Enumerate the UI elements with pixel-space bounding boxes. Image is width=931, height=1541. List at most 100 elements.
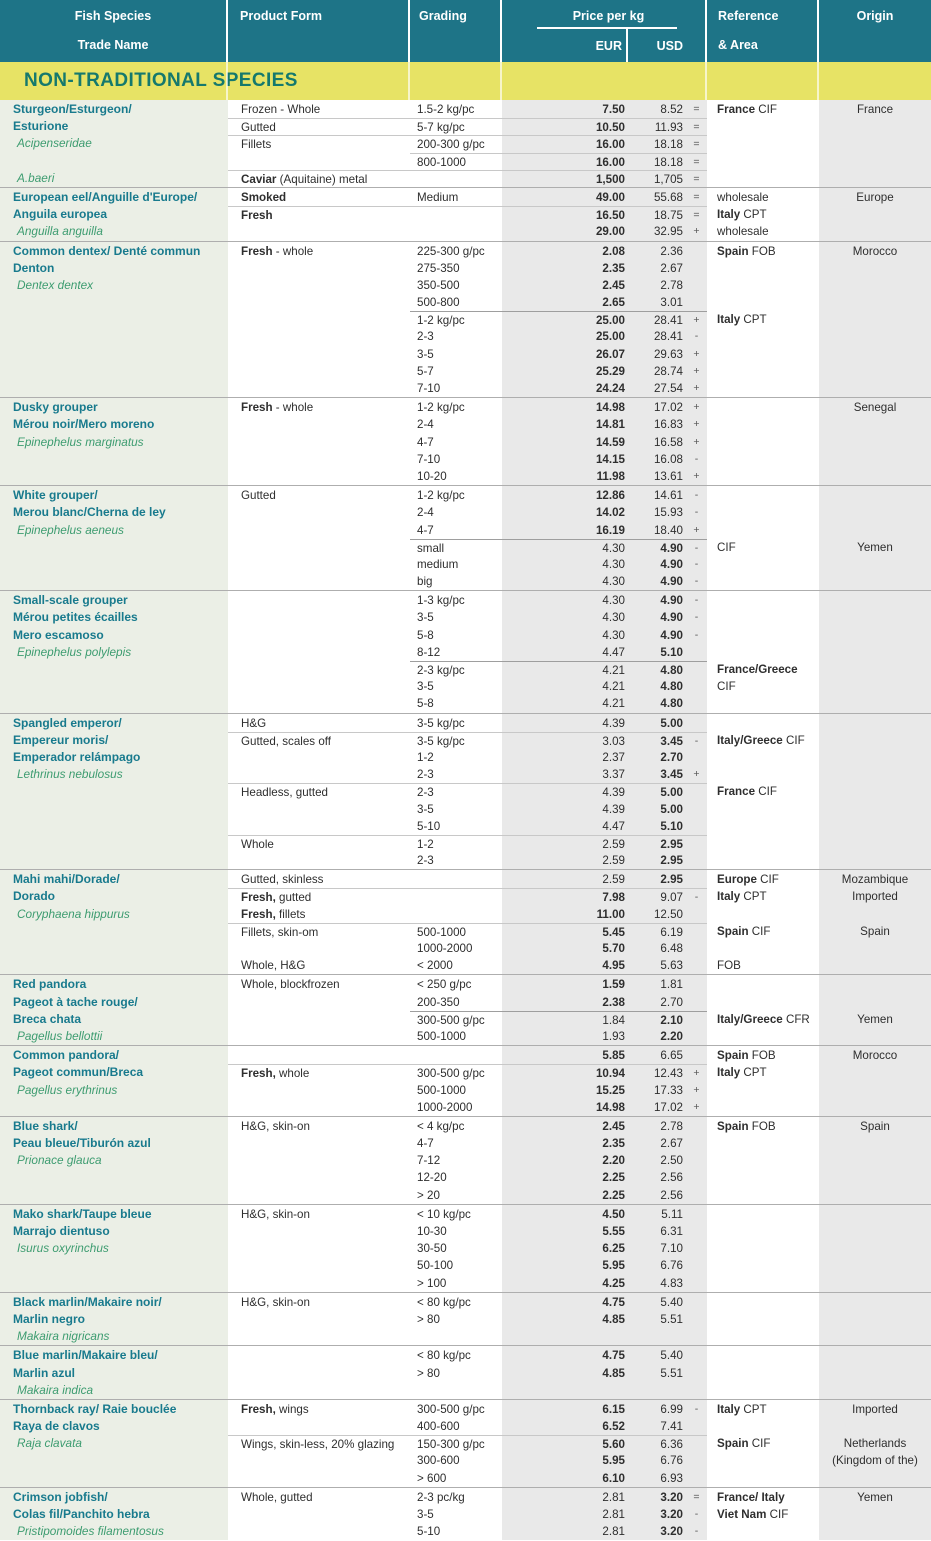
price-row: 2-4 14.81 16.83 + bbox=[228, 416, 931, 433]
reference-area-cell bbox=[707, 1099, 819, 1116]
origin-cell bbox=[819, 1365, 931, 1382]
price-eur-cell: 25.00 bbox=[595, 330, 625, 344]
product-form-cell bbox=[228, 380, 410, 397]
header-price-per-kg-label: Price per kg bbox=[572, 9, 645, 23]
reference-area-cell: CIF bbox=[717, 680, 736, 694]
price-eur-cell: 14.98 bbox=[595, 401, 625, 415]
price-usd-cell: 5.63 bbox=[660, 959, 683, 973]
price-row: Whole, H&G < 2000 4.95 5.63 FOB bbox=[228, 957, 931, 974]
product-form-cell bbox=[228, 434, 410, 451]
header-price-column: Price per kg EUR USD bbox=[502, 0, 707, 62]
origin-cell bbox=[819, 504, 931, 521]
grading-cell: < 2000 bbox=[417, 959, 453, 973]
reference-area-cell: Spain FOB bbox=[717, 1119, 776, 1133]
price-eur-cell: 5.95 bbox=[602, 1454, 625, 1468]
price-trend-indicator bbox=[686, 678, 707, 695]
scientific-name-line: Epinephelus polylepis bbox=[17, 644, 132, 659]
price-trend-indicator bbox=[686, 1152, 707, 1169]
origin-cell bbox=[819, 573, 931, 590]
reference-area-cell bbox=[707, 1169, 819, 1186]
price-trend-indicator: + bbox=[693, 225, 700, 238]
price-usd-cell: 7.10 bbox=[660, 1242, 683, 1256]
price-usd-cell: 16.08 bbox=[653, 452, 683, 466]
price-eur-cell: 25.29 bbox=[595, 364, 625, 378]
price-usd-cell: 4.90 bbox=[660, 557, 683, 571]
price-row: 275-350 2.35 2.67 bbox=[228, 260, 931, 277]
price-eur-cell: 14.02 bbox=[595, 506, 625, 520]
price-row: 350-500 2.45 2.78 bbox=[228, 277, 931, 294]
reference-area-cell bbox=[707, 170, 819, 187]
price-trend-indicator: - bbox=[694, 557, 699, 570]
price-row: 3-5 4.30 4.90- bbox=[228, 609, 931, 626]
grading-cell: 2-3 bbox=[417, 768, 434, 782]
price-trend-indicator bbox=[686, 994, 707, 1011]
species-section: European eel/Anguille d'Europe/Anguila e… bbox=[0, 186, 931, 241]
price-eur-cell: 2.38 bbox=[602, 995, 625, 1009]
price-trend-indicator bbox=[686, 644, 707, 661]
origin-cell bbox=[819, 1347, 931, 1364]
price-row: 1-2 kg/pc 25.00 28.41 + Italy CPT bbox=[228, 311, 931, 328]
reference-area-cell bbox=[707, 749, 819, 766]
trade-name-line: Spangled emperor/ bbox=[13, 715, 122, 730]
grading-cell: 1-2 kg/pc bbox=[417, 401, 465, 415]
price-trend-indicator: + bbox=[693, 1083, 700, 1096]
scientific-name-line: Pristipomoides filamentosus bbox=[17, 1524, 164, 1539]
origin-cell bbox=[819, 801, 931, 818]
price-eur-cell: 14.59 bbox=[595, 435, 625, 449]
header-fish-species-label: Fish Species bbox=[74, 9, 152, 23]
price-trend-indicator bbox=[686, 1275, 707, 1292]
price-usd-cell: 4.80 bbox=[660, 697, 683, 711]
product-form-cell: Fresh, gutted bbox=[228, 888, 410, 905]
price-trend-indicator bbox=[686, 1187, 707, 1204]
trade-name-line: Anguila europea bbox=[13, 207, 108, 222]
price-usd-cell: 28.41 bbox=[653, 330, 683, 344]
product-form-cell bbox=[228, 573, 410, 590]
reference-area-cell bbox=[707, 135, 819, 152]
price-trend-indicator: + bbox=[693, 469, 700, 482]
origin-cell bbox=[819, 346, 931, 363]
reference-area-cell: France CIF bbox=[717, 785, 777, 799]
origin-cell bbox=[819, 363, 931, 380]
product-form-cell: Smoked bbox=[241, 190, 287, 204]
reference-area-cell: France CIF bbox=[717, 103, 777, 116]
trade-name-line: Mérou noir/Mero moreno bbox=[13, 417, 155, 432]
price-row: Fresh, fillets 11.00 12.50 bbox=[228, 906, 931, 923]
price-row: Gutted 5-7 kg/pc 10.50 11.93 = bbox=[228, 118, 931, 135]
price-trend-indicator: + bbox=[693, 401, 700, 414]
band-column-divider bbox=[500, 62, 502, 100]
grading-cell: big bbox=[417, 575, 433, 589]
price-row: Whole, blockfrozen < 250 g/pc 1.59 1.81 bbox=[228, 976, 931, 993]
price-trend-indicator bbox=[686, 818, 707, 835]
origin-cell bbox=[819, 1311, 931, 1328]
origin-cell: France bbox=[856, 103, 894, 116]
origin-cell bbox=[819, 852, 931, 869]
reference-area-cell bbox=[707, 487, 819, 504]
grading-cell: 1-2 bbox=[417, 750, 434, 764]
price-usd-cell: 6.36 bbox=[628, 1435, 686, 1452]
price-row: 50-100 5.95 6.76 bbox=[228, 1257, 931, 1274]
grading-cell: 2-3 bbox=[417, 854, 434, 868]
grading-cell: 300-500 g/pc bbox=[410, 1064, 502, 1081]
price-trend-indicator: = bbox=[693, 1490, 700, 1503]
reference-area-cell bbox=[707, 906, 819, 923]
product-form-cell bbox=[228, 818, 410, 835]
trade-name-line: Esturione bbox=[13, 119, 69, 134]
price-trend-indicator bbox=[686, 976, 707, 993]
grading-cell: 7-12 bbox=[417, 1154, 441, 1168]
price-eur-cell: 10.50 bbox=[502, 118, 628, 135]
price-trend-indicator: - bbox=[694, 594, 699, 607]
reference-area-cell bbox=[707, 468, 819, 485]
origin-cell bbox=[819, 644, 931, 661]
grading-cell: 3-5 kg/pc bbox=[417, 716, 465, 730]
grading-cell: > 80 bbox=[417, 1366, 440, 1380]
species-section: White grouper/Merou blanc/Cherna de ley E… bbox=[0, 485, 931, 591]
section-band: NON-TRADITIONAL SPECIES bbox=[0, 62, 931, 100]
price-eur-cell: 2.45 bbox=[602, 1119, 625, 1133]
trade-name-line: Sturgeon/Esturgeon/ bbox=[13, 102, 132, 116]
price-row: 29.00 32.95 + wholesale bbox=[228, 223, 931, 240]
product-form-cell bbox=[228, 1028, 410, 1045]
grading-cell: 3-5 bbox=[417, 1508, 434, 1521]
price-eur-cell: 4.30 bbox=[602, 628, 625, 642]
grading-cell: 1-3 kg/pc bbox=[417, 594, 465, 608]
price-usd-cell: 28.74 bbox=[653, 364, 683, 378]
